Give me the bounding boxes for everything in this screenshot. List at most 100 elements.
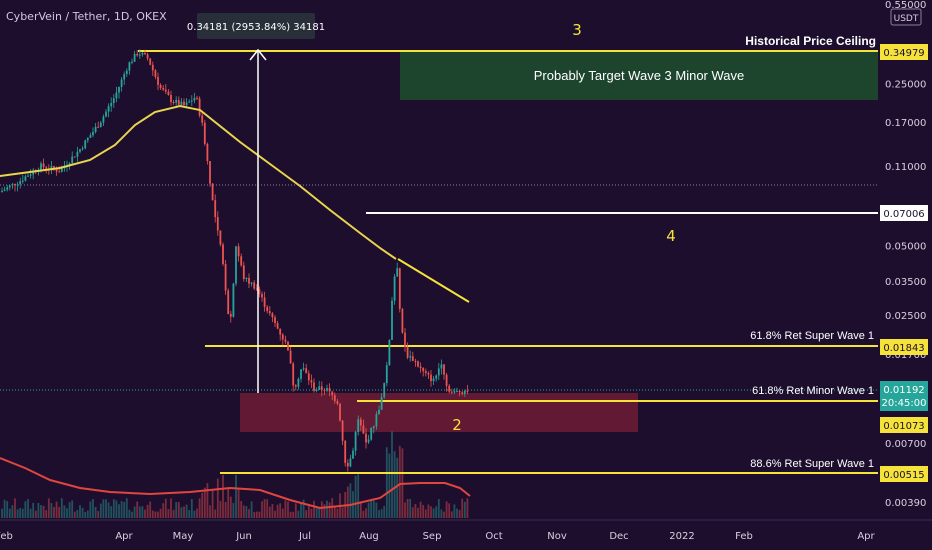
candle-body	[365, 433, 367, 443]
volume-bar	[118, 504, 120, 518]
candle-body	[406, 346, 409, 358]
candle-body	[123, 74, 126, 80]
candle-body	[164, 89, 167, 92]
volume-bar	[359, 501, 362, 518]
volume-bar	[42, 505, 45, 518]
candle-body	[253, 282, 256, 289]
moving-average-line	[0, 104, 397, 260]
downtrend-line[interactable]	[397, 258, 470, 303]
candle-body	[157, 76, 159, 85]
time-axis-ticks: Feb Apr May Jun Jul Aug Sep Oct Nov Dec 2022 Feb Apr	[0, 531, 876, 542]
volume-bar	[216, 478, 219, 518]
candle-body	[24, 176, 27, 181]
volume-bar	[120, 501, 123, 518]
candle-body	[437, 368, 440, 376]
candle-body	[396, 268, 399, 277]
candle-body	[435, 375, 438, 379]
candle-body	[245, 277, 248, 280]
candle-body	[60, 168, 63, 172]
candle-body	[284, 339, 287, 342]
ret-super-price-tag	[880, 339, 928, 355]
volume-bar	[300, 502, 302, 518]
volume-bar	[19, 508, 22, 518]
volume-bar	[40, 505, 42, 518]
candle-body	[318, 386, 321, 390]
volume-bar	[261, 501, 263, 518]
time-axis[interactable]	[0, 520, 932, 550]
price-tick-label: 0.55000	[885, 0, 926, 11]
candle-body	[53, 166, 55, 169]
volume-bar	[284, 500, 287, 518]
candle-body	[281, 334, 284, 340]
time-tick-label: Apr	[857, 531, 875, 542]
candle-body	[448, 385, 451, 392]
volume-bar	[276, 504, 279, 518]
candle-body	[375, 414, 378, 427]
volume-bar	[385, 447, 388, 518]
volume-bar	[232, 502, 235, 518]
ret-super-price-text: 0.01843	[883, 343, 924, 354]
candle-body	[320, 386, 323, 391]
volume-bar	[419, 501, 422, 518]
volume-bar	[409, 498, 412, 518]
volume-bar	[258, 511, 261, 518]
candle-body	[172, 101, 175, 103]
candle-body	[359, 419, 362, 426]
price-tick-label: 0.05000	[885, 241, 926, 252]
time-tick-label: Apr	[115, 531, 133, 542]
candle-body	[167, 91, 170, 96]
volume-bar	[138, 506, 141, 518]
volume-bar	[193, 510, 196, 518]
candle-body	[276, 323, 279, 329]
measure-tooltip	[197, 13, 315, 39]
volume-bar	[266, 499, 269, 518]
price-tick-label: 0.02500	[885, 311, 926, 322]
time-tick-label: Oct	[485, 531, 502, 542]
ret-super-618-label: 61.8% Ret Super Wave 1	[750, 330, 874, 342]
candle-body	[73, 156, 76, 158]
candle-body	[120, 79, 123, 87]
candle-body	[42, 163, 45, 168]
candle-body	[292, 363, 295, 386]
candle-body	[391, 300, 393, 340]
target-box-label: Probably Target Wave 3 Minor Wave	[534, 68, 745, 83]
volume-bar	[27, 499, 29, 518]
candle-body	[279, 328, 282, 335]
volume-bar	[115, 500, 118, 518]
volume-bar	[47, 498, 50, 518]
candle-body	[380, 397, 383, 410]
candle-body	[313, 382, 315, 391]
volume-bar	[21, 508, 24, 518]
candle-body	[268, 311, 271, 314]
volume-bar	[136, 501, 139, 518]
candle-body	[383, 383, 386, 398]
volume-bar	[37, 502, 40, 518]
candle-body	[222, 244, 224, 265]
volume-bar	[297, 510, 300, 518]
volume-bar	[388, 453, 391, 518]
symbol-title[interactable]: CyberVein / Tether, 1D, OKEX	[6, 10, 167, 23]
volume-bar	[323, 504, 326, 518]
candle-body	[8, 185, 11, 188]
candle-body	[339, 403, 341, 421]
volume-bar	[268, 506, 271, 518]
volume-bar	[112, 499, 115, 518]
volume-bar	[463, 501, 466, 518]
candle-body	[326, 388, 328, 391]
level-4-price-tag	[880, 205, 928, 221]
volume-bar	[196, 508, 198, 518]
price-tick-label: 0.17000	[885, 118, 926, 129]
volume-bar	[292, 511, 295, 518]
volume-bar	[432, 508, 435, 518]
current-price-text: 0.01192	[883, 385, 924, 396]
volume-bar	[92, 498, 94, 518]
volume-bar	[146, 504, 149, 518]
volume-bar	[328, 502, 331, 518]
candle-body	[331, 391, 334, 396]
candle-body	[45, 167, 48, 169]
volume-bar	[443, 511, 445, 518]
candle-body	[307, 373, 310, 381]
candle-body	[138, 54, 141, 56]
candle-body	[310, 380, 313, 383]
